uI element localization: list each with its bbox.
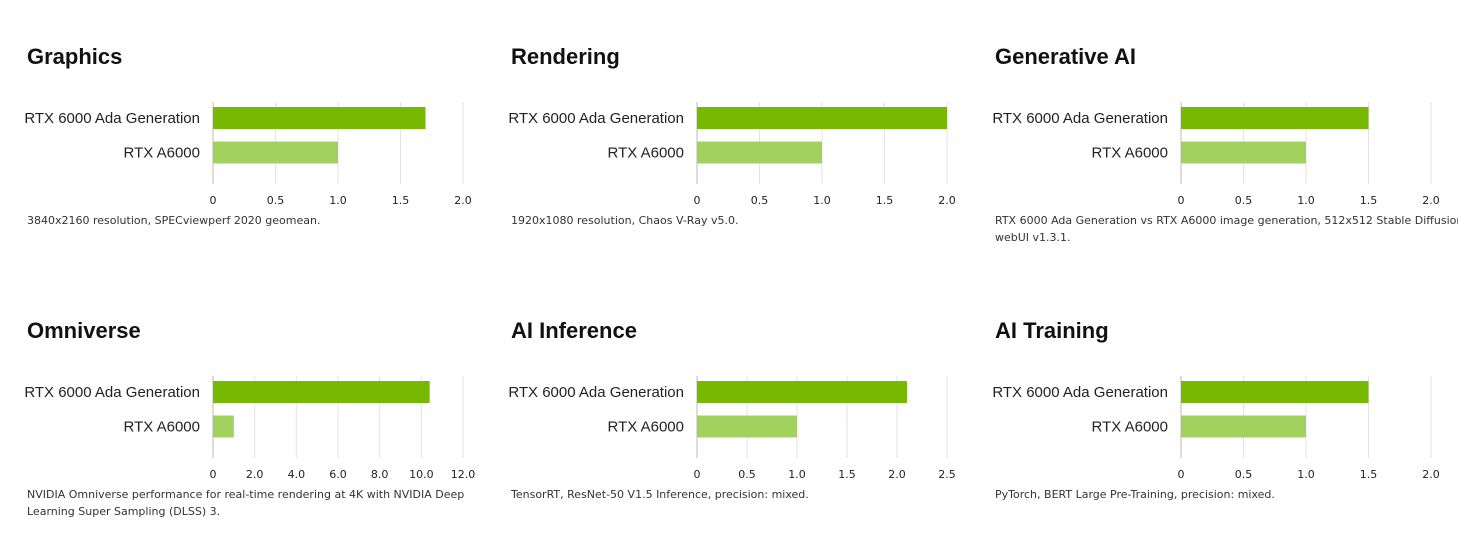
category-label: RTX A6000 [1092,145,1168,162]
bar [213,141,338,164]
chart-footnote: NVIDIA Omniverse performance for real-ti… [27,488,465,518]
tick-label: 1.5 [1360,468,1378,481]
chart-title: AI Inference [511,318,637,343]
tick-label: 2.0 [1422,468,1440,481]
category-label: RTX A6000 [124,145,200,162]
tick-label: 2.0 [1422,194,1440,207]
bar-chart-omniverse: RTX 6000 Ada Generation RTX A6000 0 2.0 4.0 6… [24,376,476,481]
bar-chart-graphics: RTX 6000 Ada Generation RTX A6000 0 0.5 1.0 1… [24,102,472,207]
bar-chart-ai-training: RTX 6000 Ada Generation RTX A6000 0 0.5 1.0 1… [992,376,1440,481]
tick-label: 1.0 [1297,468,1315,481]
tick-label: 1.0 [813,194,831,207]
chart-footnote: 3840x2160 resolution, SPECviewperf 2020 … [27,214,321,227]
tick-label: 0.5 [267,194,285,207]
tick-label: 12.0 [451,468,476,481]
bar-chart-ai-inference: RTX 6000 Ada Generation RTX A6000 0 0.5 1.0 1… [508,376,956,481]
tick-label: 2.0 [246,468,264,481]
bar [213,381,430,403]
tick-label: 0.5 [1235,468,1253,481]
chart-footnote: PyTorch, BERT Large Pre-Training, precis… [995,488,1275,501]
tick-label: 0.5 [1235,194,1253,207]
chart-footnote: 1920x1080 resolution, Chaos V-Ray v5.0. [511,214,739,227]
chart-panel-graphics: Graphics RTX 6000 Ada Generation RTX A600… [24,32,497,272]
tick-label: 8.0 [371,468,389,481]
category-label: RTX 6000 Ada Generation [508,110,684,127]
tick-label: 10.0 [409,468,434,481]
bar [697,415,797,438]
bar [213,415,234,438]
tick-label: 1.0 [329,194,347,207]
chart-panel-ai-training: AI Training RTX 6000 Ada Generation RTX A… [992,306,1458,546]
tick-label: 0 [694,194,701,207]
tick-label: 4.0 [288,468,306,481]
tick-label: 1.5 [1360,194,1378,207]
tick-label: 0.5 [751,194,769,207]
tick-label: 0 [210,468,217,481]
tick-label: 0 [1178,468,1185,481]
category-label: RTX A6000 [1092,419,1168,436]
tick-label: 1.5 [392,194,410,207]
bar [697,107,947,129]
chart-panel-omniverse: Omniverse RTX 6000 Ada Generation RTX A60… [24,306,497,546]
bar [1181,381,1369,403]
tick-label: 2.0 [938,194,956,207]
bar [1181,107,1369,129]
bar [697,141,822,164]
category-label: RTX 6000 Ada Generation [992,384,1168,401]
category-label: RTX 6000 Ada Generation [24,384,200,401]
tick-label: 0.5 [738,468,756,481]
tick-label: 2.5 [938,468,956,481]
tick-label: 2.0 [888,468,906,481]
category-label: RTX A6000 [124,419,200,436]
tick-label: 1.0 [1297,194,1315,207]
chart-title: AI Training [995,318,1109,343]
tick-label: 6.0 [329,468,347,481]
bar-chart-rendering: RTX 6000 Ada Generation RTX A6000 0 0.5 1.0 1… [508,102,956,207]
chart-title: Graphics [27,44,123,69]
category-label: RTX A6000 [608,419,684,436]
bar [213,107,426,129]
tick-label: 1.5 [838,468,856,481]
chart-title: Rendering [511,44,620,69]
chart-footnote: TensorRT, ResNet-50 V1.5 Inference, prec… [511,488,809,501]
bar-chart-generative-ai: RTX 6000 Ada Generation RTX A6000 0 0.5 1.0 1… [992,102,1440,207]
bar [697,381,907,403]
category-label: RTX 6000 Ada Generation [24,110,200,127]
tick-label: 2.0 [454,194,472,207]
tick-label: 0 [694,468,701,481]
bar [1181,415,1306,438]
tick-label: 0 [210,194,217,207]
tick-label: 0 [1178,194,1185,207]
chart-panel-rendering: Rendering RTX 6000 Ada Generation RTX A60… [508,32,981,272]
category-label: RTX A6000 [608,145,684,162]
category-label: RTX 6000 Ada Generation [992,110,1168,127]
chart-panel-ai-inference: AI Inference RTX 6000 Ada Generation RTX … [508,306,981,546]
chart-panel-generative-ai: Generative AI RTX 6000 Ada Generation RTX… [992,32,1458,272]
tick-label: 1.0 [788,468,806,481]
bar [1181,141,1306,164]
chart-footnote: RTX 6000 Ada Generation vs RTX A6000 ima… [995,214,1458,244]
chart-title: Omniverse [27,318,141,343]
category-label: RTX 6000 Ada Generation [508,384,684,401]
tick-label: 1.5 [876,194,894,207]
chart-title: Generative AI [995,44,1137,69]
